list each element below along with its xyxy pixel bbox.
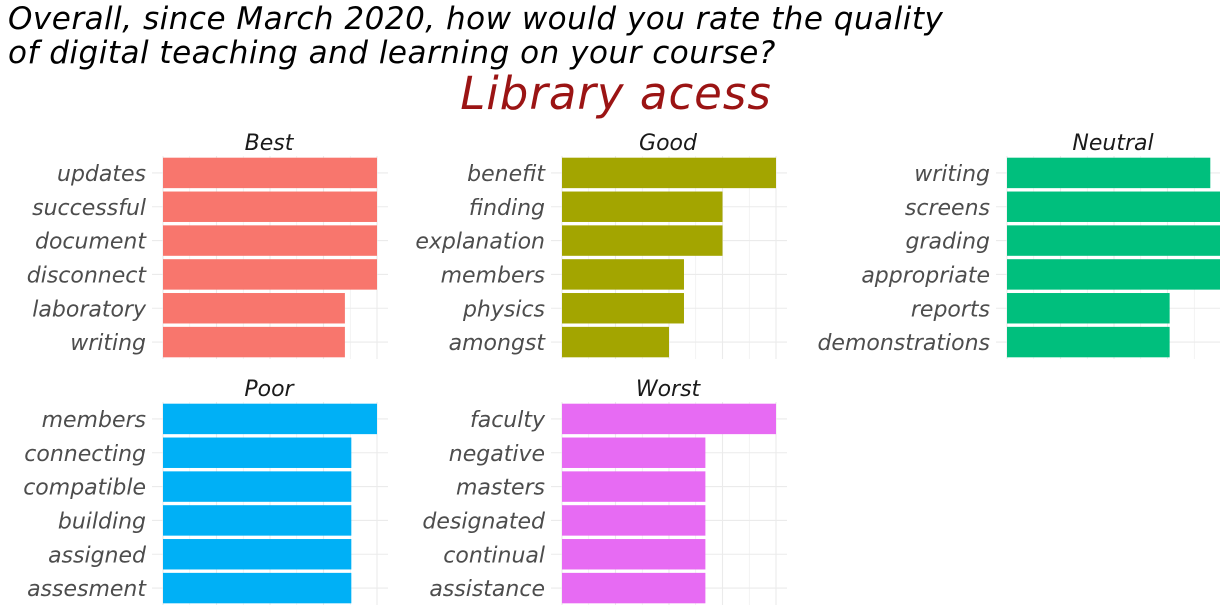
facet-title-worst: Worst [636, 377, 702, 402]
bar-good-explanation [562, 225, 723, 256]
bar-best-disconnect [163, 259, 377, 290]
tick-label-neutral-appropriate: appropriate [861, 263, 990, 288]
bar-best-successful [163, 191, 377, 222]
tick-label-poor-members: members [42, 408, 146, 433]
tick-label-good-benefit: benefit [467, 162, 546, 187]
tick-label-poor-assigned: assigned [48, 543, 147, 568]
tick-label-neutral-writing: writing [914, 162, 990, 187]
facet-title-good: Good [639, 131, 698, 156]
facet-title-poor: Poor [244, 377, 295, 402]
bar-poor-members [163, 403, 377, 435]
tick-label-poor-compatible: compatible [23, 476, 146, 501]
facet-poor: Poor members connecting compatible building a… [23, 377, 388, 605]
tick-label-worst-assistance: assistance [429, 577, 545, 602]
tick-label-good-explanation: explanation [415, 230, 545, 255]
tick-label-good-physics: physics [462, 297, 545, 322]
bar-neutral-demonstrations [1007, 326, 1170, 358]
tick-label-worst-negative: negative [449, 442, 545, 467]
bar-neutral-reports [1007, 293, 1170, 324]
bar-best-document [163, 225, 377, 256]
facet-good: Good benefit finding explanation members phys… [415, 131, 787, 359]
facet-worst: Worst faculty negative masters designated con… [422, 377, 787, 605]
bar-poor-compatible [163, 471, 352, 502]
chart-subtitle: Library acess [460, 67, 772, 120]
facet-neutral: Neutral writing screens grading appropriate r… [817, 131, 1220, 359]
bar-neutral-appropriate [1007, 259, 1220, 290]
bar-poor-assesment [163, 572, 352, 604]
tick-label-good-finding: finding [469, 196, 545, 221]
bar-good-physics [562, 293, 684, 324]
bar-best-updates [163, 157, 377, 189]
bar-good-members [562, 259, 684, 290]
tick-label-neutral-demonstrations: demonstrations [817, 331, 990, 356]
tick-label-neutral-grading: grading [906, 230, 991, 255]
bar-best-laboratory [163, 293, 345, 324]
facet-title-best: Best [245, 131, 295, 156]
tick-label-poor-connecting: connecting [24, 442, 146, 467]
bar-neutral-grading [1007, 225, 1220, 256]
tick-label-best-updates: updates [57, 162, 146, 187]
tick-label-neutral-reports: reports [911, 297, 990, 322]
tick-label-worst-faculty: faculty [470, 408, 546, 433]
bar-good-amongst [562, 326, 669, 358]
bar-poor-connecting [163, 437, 352, 468]
bar-good-finding [562, 191, 723, 222]
bar-worst-faculty [562, 403, 776, 435]
bar-worst-assistance [562, 572, 706, 604]
tick-label-poor-building: building [58, 509, 146, 534]
tick-label-best-laboratory: laboratory [32, 297, 147, 322]
tick-label-good-amongst: amongst [449, 331, 547, 356]
chart-title: Overall, since March 2020, how would you… [8, 2, 943, 70]
bar-worst-masters [562, 471, 706, 502]
tick-label-best-writing: writing [70, 331, 146, 356]
bar-neutral-screens [1007, 191, 1220, 222]
tick-label-neutral-screens: screens [905, 196, 990, 221]
chart-title-line-2: of digital teaching and learning on your… [8, 35, 776, 71]
bar-worst-designated [562, 505, 706, 536]
tick-label-good-members: members [441, 263, 545, 288]
tick-label-best-successful: successful [32, 196, 146, 221]
tick-label-best-disconnect: disconnect [27, 263, 148, 288]
bar-poor-building [163, 505, 352, 536]
tick-label-worst-designated: designated [422, 509, 546, 534]
bar-best-writing [163, 326, 345, 358]
tick-label-poor-assesment: assesment [27, 577, 147, 602]
bar-worst-negative [562, 437, 706, 468]
bar-neutral-writing [1007, 157, 1211, 189]
chart-title-line-1: Overall, since March 2020, how would you… [8, 1, 944, 37]
bar-good-benefit [562, 157, 776, 189]
facet-best: Best updates successful document disconnect l… [27, 131, 388, 359]
tick-label-worst-continual: continual [443, 543, 545, 568]
bar-poor-assigned [163, 539, 352, 570]
tick-label-best-document: document [35, 230, 147, 255]
tick-label-worst-masters: masters [456, 476, 545, 501]
bar-worst-continual [562, 539, 706, 570]
facet-title-neutral: Neutral [1072, 131, 1153, 156]
